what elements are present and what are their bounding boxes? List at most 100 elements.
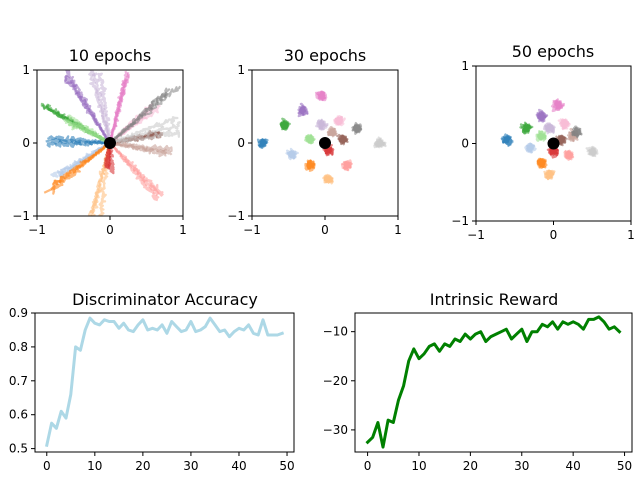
x-tick-label: 20 <box>463 459 478 473</box>
cluster-13-2 <box>558 118 571 131</box>
origin-marker <box>319 137 331 149</box>
y-tick-label: 0 <box>22 136 30 150</box>
cluster-12-2 <box>552 98 566 110</box>
x-tick-label: 40 <box>231 459 246 473</box>
trajectory-14-1 <box>109 85 182 144</box>
cluster-7-2 <box>341 159 353 172</box>
y-tick-label: 0.8 <box>9 340 28 354</box>
trajectory-0-2 <box>45 137 111 146</box>
axes-frame <box>354 312 633 453</box>
trajectory-11-2 <box>109 141 167 158</box>
x-tick-label: 1 <box>627 228 635 242</box>
trajectory-14-2 <box>109 87 171 145</box>
x-tick-label: 1 <box>394 223 402 237</box>
trajectory-2-2 <box>51 142 111 186</box>
cluster-10-2 <box>557 134 567 145</box>
y-tick-label: 1 <box>237 63 245 77</box>
panel-50-epochs: 50 epochs −1 0 1 −1 0 1 <box>451 42 635 242</box>
y-tick-label: 0.7 <box>9 374 28 388</box>
cluster-4-2 <box>519 121 534 135</box>
panel-30-epochs: 30 epochs −1 0 1 −1 0 1 <box>227 46 402 237</box>
trajectory-9-2 <box>88 70 112 144</box>
x-tick-label: −1 <box>28 223 46 237</box>
trajectory-15-2 <box>109 116 179 144</box>
trajectory-7-2 <box>109 142 160 196</box>
plot-area <box>45 316 285 447</box>
plot-area <box>256 90 387 185</box>
panel-title-10-epochs: 10 epochs <box>69 46 152 65</box>
origin-marker <box>104 137 116 149</box>
x-tick-label: 0 <box>106 223 114 237</box>
panel-10-epochs: 10 epochs −1 0 1 −1 0 1 <box>12 46 187 237</box>
cluster-0-2 <box>258 138 269 149</box>
series-line-0 <box>365 315 622 449</box>
x-tick-label: 30 <box>514 459 529 473</box>
origin-marker <box>547 137 560 150</box>
panel-title-50-epochs: 50 epochs <box>512 42 595 61</box>
cluster-15-2 <box>374 136 387 148</box>
panel-title-30-epochs: 30 epochs <box>284 46 367 65</box>
axes-frame <box>34 312 295 453</box>
cluster-2-2 <box>306 159 316 172</box>
y-tick-label: 0.6 <box>9 408 28 422</box>
x-tick-label: 10 <box>411 459 426 473</box>
y-tick-label: −1 <box>227 209 245 223</box>
y-tick-label: 0 <box>237 136 245 150</box>
plot-area <box>500 98 599 181</box>
y-tick-label: −10 <box>323 325 348 339</box>
cluster-14-2 <box>351 121 363 134</box>
x-tick-label: −1 <box>467 228 485 242</box>
cluster-15-2 <box>585 146 599 158</box>
x-tick-label: 0 <box>321 223 329 237</box>
series-line-0 <box>45 316 285 447</box>
plot-area <box>365 315 622 449</box>
x-tick-label: 0 <box>364 459 372 473</box>
cluster-3-2 <box>544 169 556 180</box>
cluster-1-2 <box>525 142 537 154</box>
x-tick-label: 30 <box>183 459 198 473</box>
panel-title-discriminator-accuracy: Discriminator Accuracy <box>72 290 258 309</box>
trajectory-8-2 <box>64 74 111 144</box>
cluster-0-2 <box>501 134 513 147</box>
trajectory-5-2 <box>66 114 111 145</box>
cluster-2-2 <box>536 158 548 169</box>
cluster-13-2 <box>334 114 344 126</box>
panel-intrinsic-reward: Intrinsic Reward 0 10 20 30 40 50 −30 −20 −10 <box>323 290 633 473</box>
y-tick-label: 0 <box>461 137 469 151</box>
cluster-12-2 <box>315 90 327 101</box>
cluster-14-2 <box>570 126 582 138</box>
y-tick-label: 1 <box>22 63 30 77</box>
y-tick-label: 1 <box>461 59 469 73</box>
y-tick-label: −1 <box>451 214 469 228</box>
cluster-10-2 <box>338 134 349 146</box>
x-tick-label: 10 <box>87 459 102 473</box>
cluster-9-2 <box>544 122 556 135</box>
x-tick-label: 0 <box>550 228 558 242</box>
cluster-8-2 <box>536 110 547 123</box>
panel-title-intrinsic-reward: Intrinsic Reward <box>430 290 559 309</box>
y-tick-label: 0.9 <box>9 306 28 320</box>
cluster-11-2 <box>326 127 337 137</box>
x-tick-label: 40 <box>566 459 581 473</box>
y-tick-label: 0.5 <box>9 442 28 456</box>
x-tick-label: 20 <box>135 459 150 473</box>
cluster-1-2 <box>287 150 297 160</box>
trajectory-15-1 <box>109 129 181 145</box>
x-tick-label: 50 <box>617 459 632 473</box>
x-tick-label: 0 <box>43 459 51 473</box>
cluster-3-2 <box>323 174 334 184</box>
cluster-7-2 <box>564 150 574 160</box>
y-tick-label: −1 <box>12 209 30 223</box>
y-tick-label: −30 <box>323 423 348 437</box>
cluster-6-2 <box>323 144 333 156</box>
trajectory-12-2 <box>108 79 128 144</box>
cluster-5-2 <box>304 134 315 145</box>
cluster-8-2 <box>297 104 309 118</box>
x-tick-label: −1 <box>243 223 261 237</box>
x-tick-label: 1 <box>179 223 187 237</box>
cluster-9-2 <box>316 119 326 130</box>
cluster-4-2 <box>279 117 291 131</box>
plot-area <box>40 70 182 216</box>
panel-discriminator-accuracy: Discriminator Accuracy 0 10 20 30 40 50 0.5 0.6… <box>9 290 295 473</box>
